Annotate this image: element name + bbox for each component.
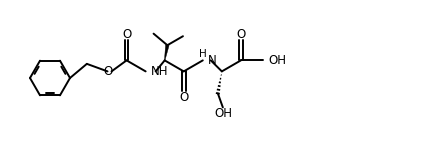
Text: O: O xyxy=(179,91,188,104)
Text: H: H xyxy=(199,49,207,59)
Text: O: O xyxy=(236,28,246,41)
Text: OH: OH xyxy=(215,107,233,120)
Polygon shape xyxy=(164,45,169,60)
Text: O: O xyxy=(103,65,112,78)
Text: N: N xyxy=(208,54,217,67)
Text: OH: OH xyxy=(268,54,286,67)
Text: NH: NH xyxy=(151,65,168,78)
Text: O: O xyxy=(122,28,131,41)
